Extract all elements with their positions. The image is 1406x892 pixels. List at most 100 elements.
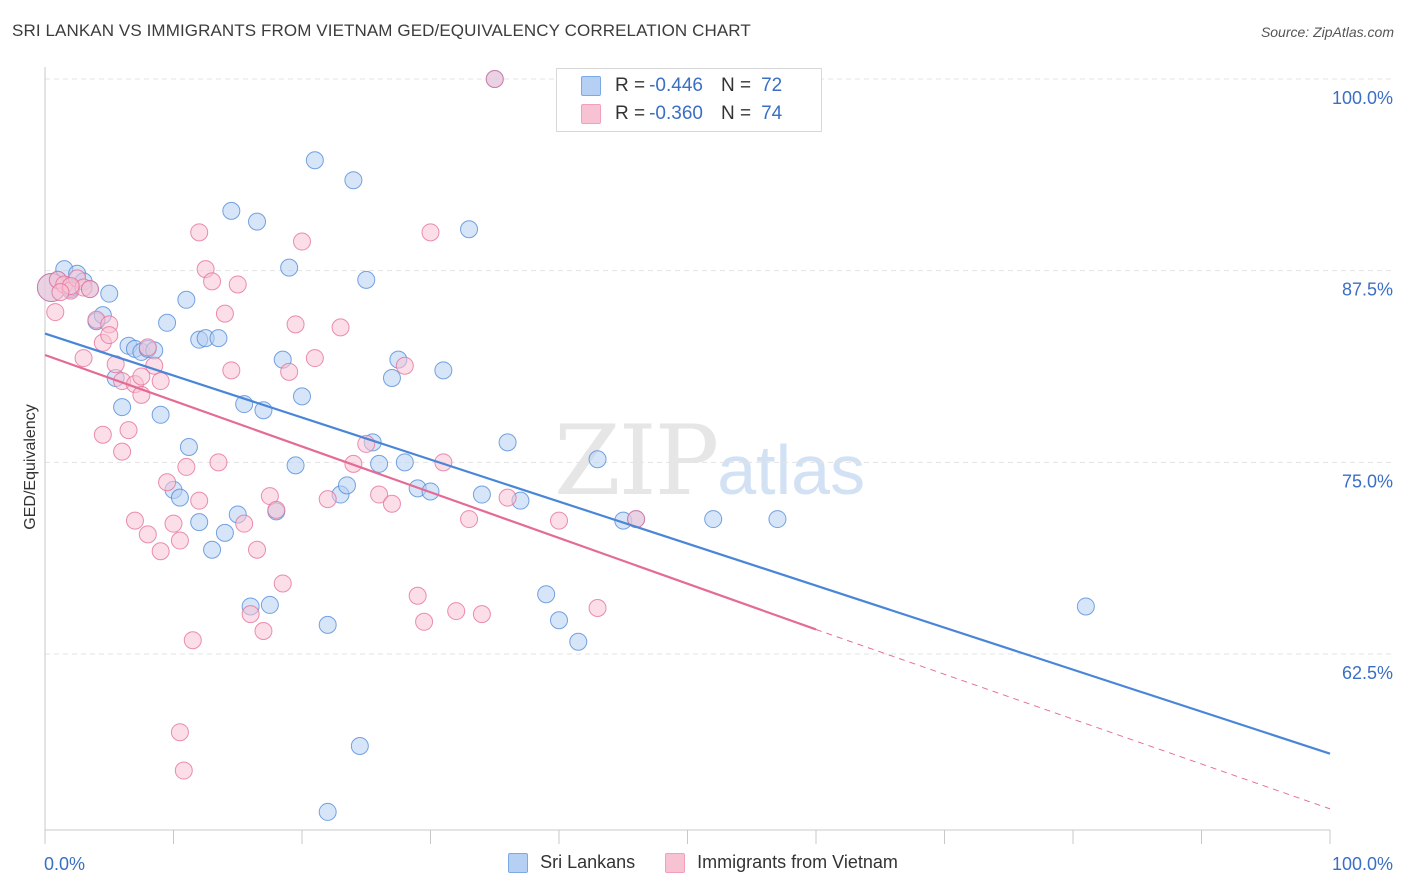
y-tick-label: 100.0% (1332, 88, 1393, 108)
vietnam-point (183, 631, 202, 650)
sri-lankans-point (588, 450, 607, 469)
sri-lankans-point (179, 438, 198, 456)
sri-lankans-point (209, 329, 228, 348)
vietnam-point (228, 275, 247, 294)
r-label: R = (615, 103, 646, 124)
legend-swatch-blue (581, 76, 601, 96)
vietnam-point (177, 457, 196, 476)
sri-lankans-point (203, 540, 222, 559)
vietnam-point (588, 599, 607, 617)
legend-label: Sri Lankans (540, 852, 636, 872)
legend-item-sri-lankans: Sri Lankans (508, 852, 635, 873)
sri-lankans-point (1076, 597, 1095, 616)
legend-swatch-blue (508, 852, 529, 873)
tick-labels: 100.0% 87.5% 75.0% 62.5% 0.0% 100.0% (44, 88, 1393, 874)
r-label: R = (615, 75, 646, 96)
vietnam-point (80, 280, 99, 299)
legend-row-vietnam: R = -0.360 N = 74 (581, 101, 782, 127)
vietnam-point (113, 442, 132, 461)
n-label: N = (720, 75, 752, 96)
vietnam-point (318, 490, 337, 509)
sri-lankans-point (113, 398, 132, 417)
sri-lankans-point (357, 270, 376, 289)
sri-lankans-point (350, 737, 369, 755)
vietnam-point (209, 453, 228, 472)
sri-lankans-point (293, 387, 311, 406)
sri-lankans-point (151, 405, 170, 424)
r-value: -0.446 (649, 75, 703, 96)
vietnam-point (254, 622, 273, 640)
chart-title: SRI LANKAN VS IMMIGRANTS FROM VIETNAM GE… (12, 21, 751, 40)
vietnam-point (174, 761, 193, 780)
vietnam-point (164, 514, 183, 533)
vietnam-point (235, 514, 254, 533)
sri-lankans-point (569, 632, 588, 651)
vietnam-point (305, 349, 324, 368)
vietnam-point (273, 574, 292, 593)
vietnam-point (100, 326, 119, 345)
vietnam-point (241, 605, 260, 624)
y-tick-label: 62.5% (1342, 663, 1393, 683)
vietnam-point (408, 586, 427, 605)
sri-lankans-point (190, 513, 209, 532)
vietnam-point (222, 361, 241, 380)
vietnam-point (331, 318, 350, 337)
x-tick-label: 100.0% (1332, 854, 1393, 874)
sri-lankans-point (460, 220, 479, 239)
sri-lankans-point (704, 510, 723, 529)
vietnam-point (267, 500, 286, 519)
sri-lankans-point (100, 284, 119, 303)
grid-lines (45, 78, 1395, 655)
vietnam-point (125, 511, 144, 530)
vietnam-point (74, 349, 93, 368)
vietnam-trend-line (44, 353, 817, 631)
vietnam-point (395, 356, 414, 375)
data-points (36, 70, 1095, 821)
y-tick-label: 75.0% (1342, 471, 1393, 491)
correlation-legend: R = -0.446 N = 72 R = -0.360 N = 74 (556, 68, 822, 132)
sri-lankans-trend-line (44, 332, 1331, 755)
vietnam-point (203, 272, 222, 291)
sri-lankans-point (550, 611, 568, 630)
source-label: Source: ZipAtlas.com (1260, 24, 1394, 40)
sri-lankans-point (498, 433, 517, 452)
legend-label: Immigrants from Vietnam (697, 852, 898, 872)
sri-lankans-point (215, 523, 234, 542)
sri-lankans-point (248, 212, 267, 231)
n-value: 74 (761, 103, 783, 124)
sri-lankans-point (170, 488, 189, 507)
sri-lankans-point (344, 171, 363, 190)
vietnam-point (472, 605, 491, 624)
sri-lankans-point (472, 485, 491, 504)
vietnam-point (421, 223, 440, 242)
legend-row-sri-lankans: R = -0.446 N = 72 (581, 73, 782, 99)
vietnam-point (170, 723, 189, 742)
vietnam-point (434, 453, 453, 472)
trend-lines (44, 332, 1331, 810)
n-value: 72 (761, 75, 783, 96)
watermark-atlas: atlas (717, 431, 866, 509)
sri-lankans-point (280, 258, 299, 277)
vietnam-point (293, 232, 311, 251)
vietnam-point (190, 491, 209, 510)
vietnam-point (151, 542, 170, 561)
axes (44, 67, 1331, 844)
legend-item-vietnam: Immigrants from Vietnam (665, 852, 898, 873)
vietnam-point (170, 531, 189, 550)
sri-lankans-point (537, 585, 556, 604)
vietnam-point (51, 283, 70, 302)
sri-lankans-point (370, 454, 389, 473)
sri-lankans-point (177, 290, 196, 309)
sri-lankans-point (434, 361, 453, 380)
vietnam-point (248, 540, 267, 559)
sri-lankans-point (337, 476, 356, 495)
x-tick-label: 0.0% (44, 854, 85, 874)
vietnam-trend-extension (815, 628, 1331, 810)
vietnam-point (280, 362, 299, 381)
vietnam-point (132, 367, 151, 386)
vietnam-point (119, 421, 138, 440)
vietnam-point (370, 485, 389, 504)
y-tick-label: 87.5% (1342, 280, 1393, 300)
vietnam-point (158, 473, 177, 492)
